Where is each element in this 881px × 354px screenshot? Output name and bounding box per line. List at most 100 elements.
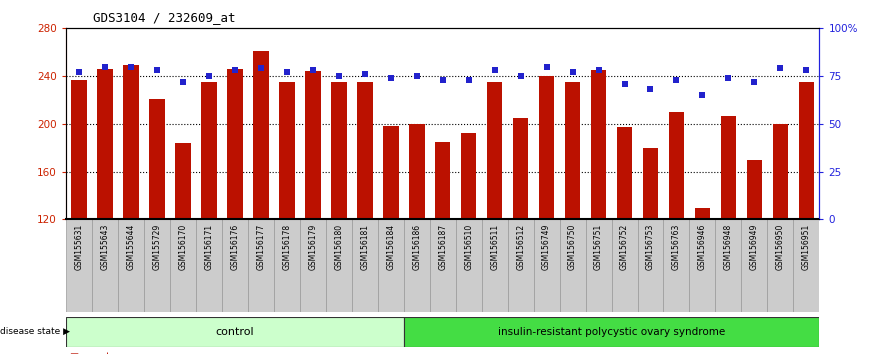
Bar [565, 82, 581, 219]
Point [228, 68, 242, 73]
Point [670, 77, 684, 83]
Bar [539, 76, 554, 219]
Bar [149, 99, 165, 219]
Bar [746, 160, 762, 219]
Text: GSM156186: GSM156186 [412, 224, 421, 270]
Bar [694, 207, 710, 219]
Bar [403, 317, 819, 347]
Point [358, 72, 372, 77]
Text: GDS3104 / 232609_at: GDS3104 / 232609_at [93, 11, 235, 24]
Bar [534, 219, 559, 312]
Point [332, 73, 346, 79]
Bar [669, 112, 685, 219]
Bar [461, 133, 477, 219]
Point [487, 68, 501, 73]
Bar [690, 219, 715, 312]
Text: GSM155644: GSM155644 [127, 224, 136, 270]
Bar [794, 219, 819, 312]
Bar [742, 219, 767, 312]
Bar [482, 219, 507, 312]
Bar [227, 69, 242, 219]
Text: GSM155643: GSM155643 [100, 224, 109, 270]
Text: disease state ▶: disease state ▶ [0, 327, 70, 336]
Text: GSM156950: GSM156950 [776, 224, 785, 270]
Bar [455, 219, 482, 312]
Text: GSM156751: GSM156751 [594, 224, 603, 270]
Point [410, 73, 424, 79]
Bar [435, 142, 450, 219]
Bar [331, 82, 346, 219]
Bar [513, 118, 529, 219]
Bar [767, 219, 794, 312]
Text: GSM156749: GSM156749 [542, 224, 552, 270]
Text: GSM156170: GSM156170 [179, 224, 188, 270]
Bar [663, 219, 690, 312]
Bar [92, 219, 118, 312]
Point [280, 69, 294, 75]
Point [618, 81, 632, 87]
Bar [305, 72, 321, 219]
Text: GSM156512: GSM156512 [516, 224, 525, 270]
Bar [97, 69, 113, 219]
Bar [352, 219, 378, 312]
Point [202, 73, 216, 79]
Bar [123, 65, 139, 219]
Bar [248, 219, 274, 312]
Point [98, 64, 112, 69]
Bar [274, 219, 300, 312]
Point [799, 68, 813, 73]
Text: GSM156176: GSM156176 [231, 224, 240, 270]
Bar [409, 124, 425, 219]
Bar [222, 219, 248, 312]
Point [124, 64, 138, 69]
Point [306, 68, 320, 73]
Point [254, 65, 268, 71]
Text: GSM156177: GSM156177 [256, 224, 265, 270]
Text: control: control [216, 327, 255, 337]
Bar [279, 82, 294, 219]
Bar [591, 70, 606, 219]
Text: GSM156948: GSM156948 [724, 224, 733, 270]
Bar [611, 219, 638, 312]
Text: GSM156750: GSM156750 [568, 224, 577, 270]
Text: GSM156184: GSM156184 [386, 224, 396, 270]
Text: GSM156946: GSM156946 [698, 224, 707, 270]
Text: GSM156178: GSM156178 [282, 224, 292, 270]
Bar [773, 124, 788, 219]
Text: GSM156511: GSM156511 [490, 224, 500, 270]
Point [150, 68, 164, 73]
Bar [300, 219, 326, 312]
Point [747, 79, 761, 85]
Bar [507, 219, 534, 312]
Bar [643, 148, 658, 219]
Bar [559, 219, 586, 312]
Bar [253, 51, 269, 219]
Point [591, 68, 605, 73]
Bar [201, 82, 217, 219]
Bar [71, 80, 87, 219]
Text: GSM156181: GSM156181 [360, 224, 369, 270]
Bar [326, 219, 352, 312]
Point [774, 65, 788, 71]
Bar [715, 219, 742, 312]
Text: GSM156753: GSM156753 [646, 224, 655, 270]
Text: insulin-resistant polycystic ovary syndrome: insulin-resistant polycystic ovary syndr… [498, 327, 725, 337]
Bar [586, 219, 611, 312]
Bar [430, 219, 455, 312]
Bar [175, 143, 191, 219]
Bar [66, 317, 403, 347]
Bar [144, 219, 170, 312]
Point [72, 69, 86, 75]
Bar [487, 82, 502, 219]
Bar [170, 219, 196, 312]
Point [435, 77, 449, 83]
Point [695, 92, 709, 98]
Point [514, 73, 528, 79]
Text: GSM156763: GSM156763 [672, 224, 681, 270]
Text: GSM156180: GSM156180 [334, 224, 344, 270]
Text: GSM156187: GSM156187 [438, 224, 448, 270]
Bar [357, 82, 373, 219]
Text: GSM156510: GSM156510 [464, 224, 473, 270]
Text: GSM156951: GSM156951 [802, 224, 811, 270]
Point [539, 64, 553, 69]
